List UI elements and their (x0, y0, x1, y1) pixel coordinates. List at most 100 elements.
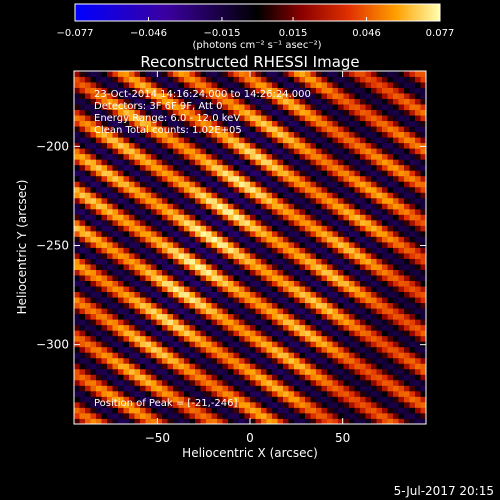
heatmap-cell (195, 98, 201, 105)
heatmap-cell (299, 308, 306, 315)
heatmap-cell (310, 313, 317, 320)
heatmap-cell (129, 346, 135, 353)
heatmap-cell (239, 164, 245, 171)
heatmap-cell (277, 164, 284, 171)
heatmap-cell (134, 390, 141, 397)
heatmap-cell (195, 264, 201, 270)
heatmap-cell (349, 352, 355, 359)
heatmap-cell (404, 82, 410, 88)
heatmap-cell (239, 247, 245, 254)
heatmap-cell (343, 253, 350, 259)
heatmap-cell (195, 346, 201, 353)
heatmap-cell (398, 170, 405, 177)
heatmap-cell (184, 241, 190, 248)
heatmap-cell (387, 98, 394, 105)
heatmap-cell (371, 82, 377, 88)
heatmap-cell (349, 76, 355, 83)
heatmap-cell (85, 236, 91, 243)
heatmap-cell (167, 71, 174, 77)
heatmap-cell (233, 401, 240, 408)
heatmap-cell (299, 131, 306, 138)
heatmap-cell (360, 258, 366, 265)
heatmap-cell (228, 98, 234, 105)
heatmap-cell (371, 297, 377, 304)
heatmap-cell (96, 71, 102, 77)
heatmap-cell (255, 164, 262, 171)
heatmap-cell (288, 385, 295, 392)
heatmap-cell (415, 126, 421, 133)
heatmap-cell (349, 330, 355, 337)
heatmap-cell (244, 181, 251, 188)
heatmap-cell (206, 214, 212, 221)
heatmap-cell (118, 186, 124, 193)
heatmap-cell (107, 374, 113, 381)
heatmap-cell (239, 379, 245, 386)
heatmap-cell (112, 142, 119, 149)
heatmap-cell (145, 275, 152, 281)
heatmap-cell (420, 153, 426, 160)
heatmap-cell (184, 335, 190, 342)
heatmap-cell (393, 230, 399, 237)
heatmap-cell (162, 109, 168, 116)
heatmap-cell (162, 324, 168, 331)
heatmap-cell (184, 208, 190, 215)
heatmap-cell (134, 275, 141, 281)
heatmap-cell (206, 319, 212, 326)
heatmap-cell (398, 412, 405, 419)
heatmap-cell (195, 208, 201, 215)
heatmap-cell (354, 407, 361, 414)
heatmap-cell (200, 225, 207, 232)
heatmap-cell (327, 170, 333, 177)
heatmap-cell (118, 181, 124, 188)
heatmap-cell (184, 153, 190, 160)
heatmap-cell (349, 192, 355, 199)
heatmap-cell (74, 120, 80, 127)
colorbar-tick-label: −0.046 (130, 28, 167, 39)
heatmap-cell (173, 181, 179, 188)
heatmap-cell (85, 385, 91, 392)
heatmap-cell (222, 181, 229, 188)
heatmap-cell (79, 192, 86, 199)
heatmap-cell (371, 142, 377, 149)
heatmap-cell (211, 396, 218, 403)
heatmap-cell (195, 258, 201, 265)
heatmap-cell (327, 236, 333, 243)
heatmap-cell (129, 104, 135, 111)
heatmap-cell (349, 98, 355, 105)
heatmap-cell (239, 181, 245, 188)
heatmap-cell (195, 225, 201, 232)
heatmap-cell (74, 98, 80, 105)
heatmap-cell (74, 308, 80, 315)
heatmap-cell (151, 412, 157, 419)
heatmap-cell (332, 241, 339, 248)
heatmap-cell (321, 330, 328, 337)
heatmap-cell (228, 418, 234, 424)
heatmap-cell (162, 390, 168, 397)
heatmap-cell (151, 115, 157, 122)
heatmap-cell (96, 330, 102, 337)
heatmap-cell (217, 324, 223, 331)
heatmap-cell (222, 396, 229, 403)
heatmap-cell (420, 197, 426, 204)
heatmap-cell (178, 175, 185, 182)
heatmap-cell (228, 258, 234, 265)
heatmap-cell (305, 104, 311, 111)
heatmap-cell (305, 71, 311, 77)
heatmap-cell (409, 363, 416, 370)
heatmap-cell (250, 225, 256, 232)
heatmap-cell (85, 131, 91, 138)
heatmap-cell (349, 291, 355, 298)
heatmap-cell (173, 324, 179, 331)
heatmap-cell (206, 390, 212, 397)
heatmap-cell (415, 346, 421, 353)
heatmap-cell (404, 291, 410, 298)
heatmap-cell (393, 186, 399, 193)
heatmap-cell (112, 214, 119, 221)
heatmap-cell (184, 401, 190, 408)
heatmap-cell (266, 104, 273, 111)
heatmap-cell (74, 131, 80, 138)
heatmap-cell (96, 319, 102, 326)
colorbar-ticks: −0.077 −0.046 −0.015 0.015 0.046 0.077 (56, 17, 454, 39)
heatmap-cell (255, 186, 262, 193)
heatmap-cell (332, 82, 339, 88)
